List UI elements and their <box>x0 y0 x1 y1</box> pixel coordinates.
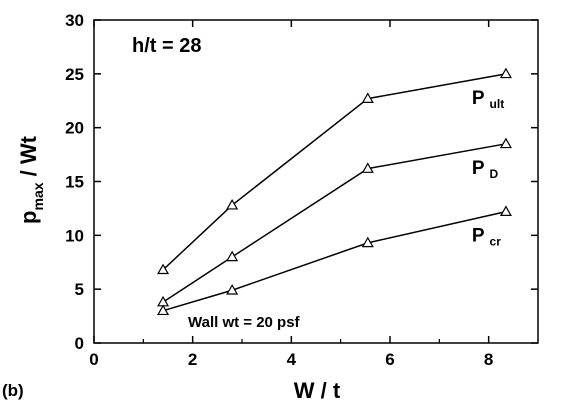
series-label-sub: cr <box>490 235 502 249</box>
y-axis-title: pmax / Wt <box>16 135 46 224</box>
x-tick-label: 8 <box>484 350 493 369</box>
plot-frame <box>93 19 539 344</box>
series-label-main: P <box>472 88 490 109</box>
annotation-wall-weight: Wall wt = 20 psf <box>188 314 301 331</box>
y-tick-label: 5 <box>75 280 84 299</box>
series-line-cr <box>162 210 507 312</box>
series-label-cr: P cr <box>472 226 501 249</box>
data-point-marker <box>361 92 374 103</box>
y-tick-label: 25 <box>65 65 84 84</box>
series-label-main: P <box>472 226 490 247</box>
y-axis-title-rest: / Wt <box>16 135 41 182</box>
data-point-marker <box>361 236 374 248</box>
data-point-marker <box>226 198 239 210</box>
series-label-sub: ult <box>490 97 505 111</box>
data-point-marker <box>361 162 374 173</box>
x-tick-label: 4 <box>287 350 297 369</box>
axes <box>93 19 539 344</box>
series-line-D <box>162 143 507 303</box>
data-point-marker <box>499 137 512 149</box>
y-axis-title-sub: max <box>30 182 46 210</box>
series-D: P D <box>157 137 512 307</box>
panel-label: (b) <box>2 381 24 400</box>
y-tick-label: 0 <box>75 334 84 353</box>
x-axis-title: W / t <box>294 378 341 403</box>
series-label-D: P D <box>472 158 499 181</box>
x-tick-label: 0 <box>89 350 98 369</box>
ticks: 0 2 4 6 8 0 5 10 15 20 25 30 <box>65 11 538 369</box>
data-point-marker <box>226 250 239 262</box>
y-tick-label: 10 <box>65 226 84 245</box>
data-point-marker <box>226 284 239 295</box>
y-axis-title-main: p <box>16 211 41 224</box>
x-tick-label: 2 <box>188 350 197 369</box>
data-point-marker <box>499 67 512 79</box>
data-point-marker <box>157 263 170 275</box>
x-tick-label: 6 <box>385 350 394 369</box>
series-label-sub: D <box>490 167 499 181</box>
annotation-ratio: h/t = 28 <box>132 35 201 57</box>
y-tick-label: 15 <box>65 173 84 192</box>
series-line-ult <box>162 73 507 271</box>
data-point-marker <box>499 205 512 216</box>
series-ult: P ult <box>157 67 512 275</box>
data-point-marker <box>157 304 170 316</box>
series-cr: P cr <box>157 205 512 316</box>
series-label-ult: P ult <box>472 88 504 111</box>
series-label-main: P <box>472 158 490 179</box>
y-tick-label: 30 <box>65 11 84 30</box>
y-tick-label: 20 <box>65 119 84 138</box>
